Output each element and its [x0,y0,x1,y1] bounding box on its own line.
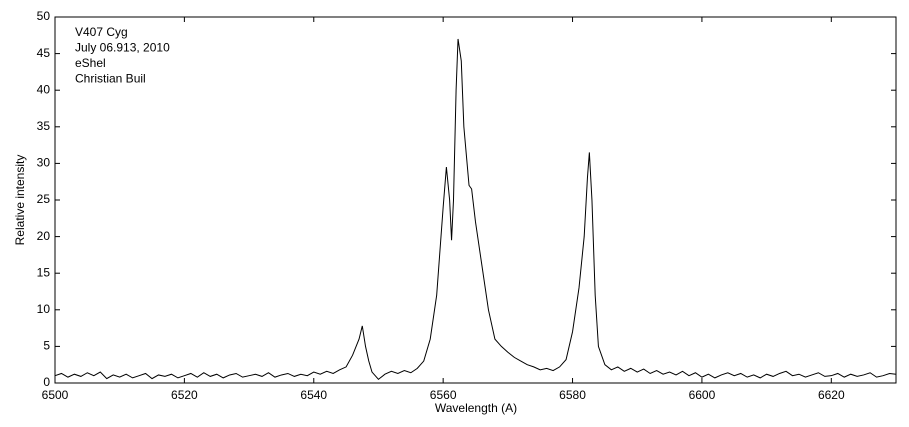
x-tick-label: 6540 [300,388,327,402]
annotation: eShel [75,56,106,70]
y-tick-label: 35 [37,119,51,133]
spectrum-line [54,38,897,381]
y-tick-label: 40 [37,82,51,96]
x-tick-label: 6600 [689,388,716,402]
x-axis-label: Wavelength (A) [435,401,517,415]
x-tick-label: 6520 [171,388,198,402]
y-tick-label: 30 [37,156,51,170]
plot-frame [54,16,897,384]
y-tick-label: 0 [43,375,50,389]
y-axis-label: Relative intensity [13,155,27,246]
x-tick-label: 6500 [42,388,69,402]
x-tick-label: 6620 [818,388,845,402]
y-tick-label: 25 [37,192,51,206]
annotation: Christian Buil [75,72,146,86]
y-tick-label: 50 [37,9,51,23]
x-tick-label: 6580 [559,388,586,402]
y-tick-label: 45 [37,46,51,60]
annotation: V407 Cyg [75,25,128,39]
y-tick-label: 10 [37,302,51,316]
x-tick-label: 6560 [430,388,457,402]
y-tick-label: 20 [37,229,51,243]
annotation: July 06.913, 2010 [75,41,170,55]
y-tick-label: 15 [37,265,51,279]
y-tick-label: 5 [43,339,50,353]
